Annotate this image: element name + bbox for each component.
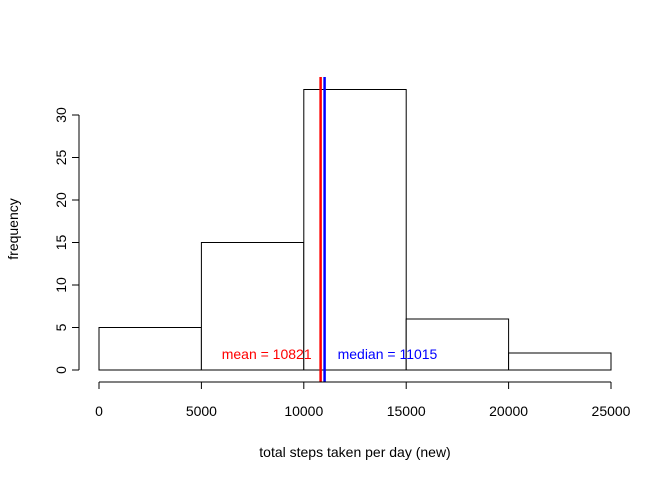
mean-label: mean = 10821	[222, 346, 312, 362]
y-tick-label: 5	[53, 323, 69, 331]
histogram-bar	[405, 318, 510, 371]
histogram-bar	[303, 89, 407, 371]
x-tick-label: 0	[95, 403, 103, 419]
y-tick-label: 15	[53, 235, 69, 251]
y-tick-label: 20	[53, 192, 69, 208]
x-axis: 0 5000 10000 15000 20000 25000	[95, 381, 631, 419]
y-axis-label: frequency	[5, 198, 21, 259]
x-tick-label: 15000	[387, 403, 426, 419]
x-tick-label: 20000	[489, 403, 528, 419]
y-axis: 0 5 10 15 20 25 30	[53, 107, 80, 374]
y-tick-label: 0	[53, 366, 69, 374]
histogram-bar	[508, 352, 612, 371]
x-tick-label: 5000	[186, 403, 217, 419]
reference-lines: mean = 10821 median = 11015	[222, 77, 438, 382]
x-tick-label: 25000	[592, 403, 631, 419]
histogram-bar	[98, 327, 202, 371]
histogram-bar	[200, 242, 305, 371]
histogram-bars	[98, 89, 612, 371]
y-tick-label: 30	[53, 107, 69, 123]
median-label: median = 11015	[338, 346, 438, 362]
y-tick-label: 25	[53, 150, 69, 166]
x-axis-label: total steps taken per day (new)	[259, 444, 450, 460]
y-tick-label: 10	[53, 277, 69, 293]
x-tick-label: 10000	[284, 403, 323, 419]
